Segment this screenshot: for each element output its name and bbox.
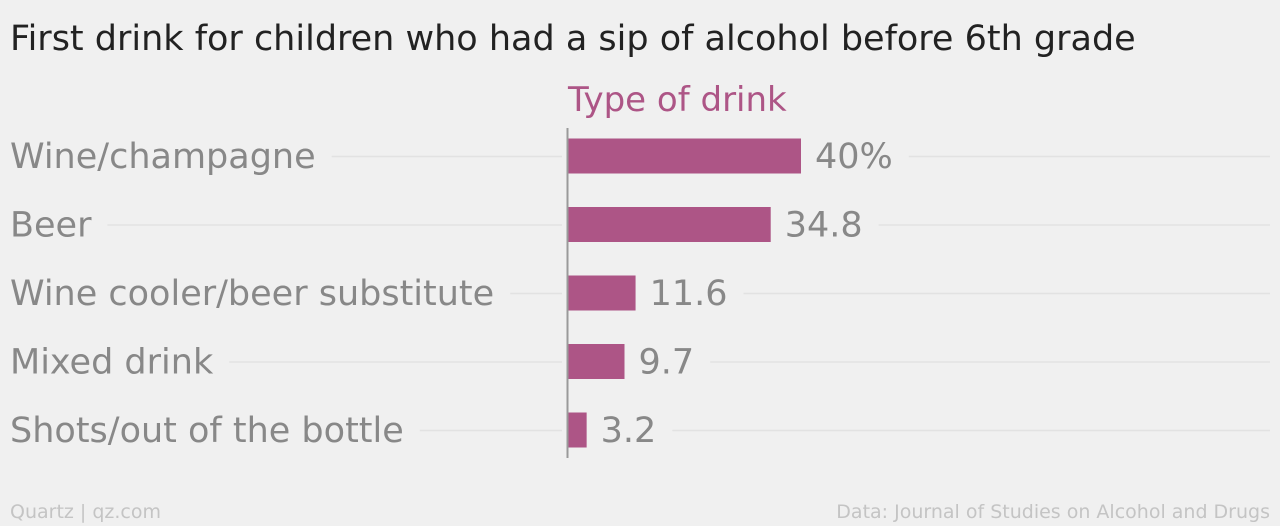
bar [568, 275, 636, 311]
bar [568, 412, 587, 448]
category-label: Wine cooler/beer substitute [10, 274, 494, 314]
value-labels: 40% 34.8 11.6 9.7 3.2 [601, 137, 893, 451]
chart-title: First drink for children who had a sip o… [10, 19, 1136, 59]
category-label: Wine/champagne [10, 137, 316, 177]
value-label: 3.2 [601, 411, 657, 451]
bar [568, 207, 771, 242]
category-labels: Wine/champagne Beer Wine cooler/beer subst… [10, 137, 494, 451]
category-label: Beer [10, 206, 92, 246]
source-credit: Quartz | qz.com [10, 501, 161, 523]
value-label: 9.7 [639, 343, 695, 383]
bar [568, 138, 801, 174]
category-label: Shots/out of the bottle [10, 411, 404, 451]
value-label: 11.6 [650, 274, 728, 314]
data-source: Data: Journal of Studies on Alcohol and … [836, 501, 1270, 523]
value-label: 34.8 [785, 206, 863, 246]
gridlines [107, 155, 1270, 432]
legend-title: Type of drink [567, 80, 787, 120]
value-label: 40% [815, 137, 893, 177]
category-label: Mixed drink [10, 343, 214, 383]
bar [568, 344, 625, 379]
bars [568, 138, 801, 448]
